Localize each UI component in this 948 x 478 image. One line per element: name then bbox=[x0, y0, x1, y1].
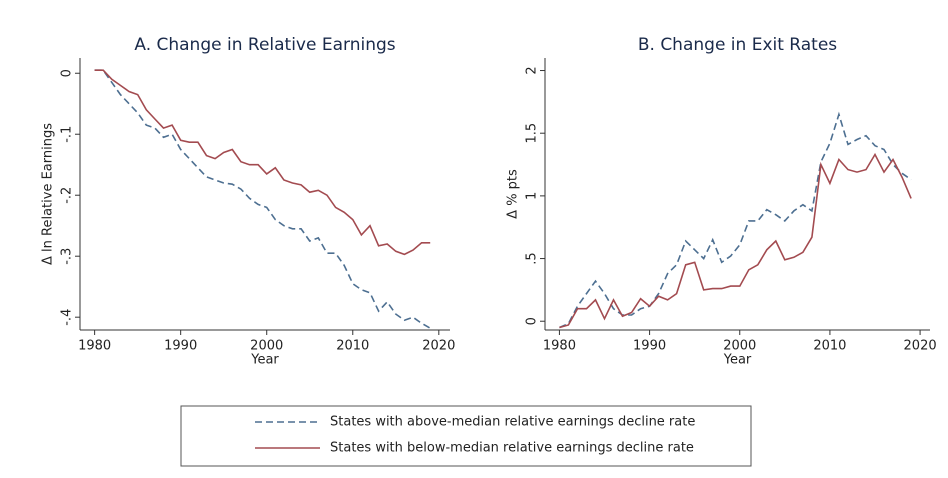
x-tick-label: 2020 bbox=[422, 339, 455, 354]
legend-label: States with below-median relative earnin… bbox=[330, 441, 694, 456]
x-tick-label: 2020 bbox=[904, 339, 937, 354]
x-tick-label: 1990 bbox=[164, 339, 197, 354]
chart-title: A. Change in Relative Earnings bbox=[134, 35, 395, 55]
y-tick-label: 1 bbox=[525, 192, 540, 200]
y-tick-label: 2 bbox=[525, 66, 540, 74]
x-axis-label: Year bbox=[723, 353, 752, 368]
y-tick-label: 0 bbox=[525, 317, 540, 325]
y-tick-label: .5 bbox=[525, 252, 540, 264]
x-tick-label: 1990 bbox=[633, 339, 666, 354]
legend-box bbox=[180, 405, 752, 467]
x-tick-label: 2000 bbox=[250, 339, 283, 354]
series-line bbox=[559, 152, 912, 329]
y-tick-label: -.3 bbox=[60, 248, 75, 265]
series-line bbox=[94, 69, 431, 329]
x-tick-label: 1980 bbox=[78, 339, 111, 354]
chart-title: B. Change in Exit Rates bbox=[638, 35, 837, 55]
y-tick-label: 0 bbox=[60, 69, 75, 77]
x-axis-label: Year bbox=[250, 353, 279, 368]
x-tick-label: 1980 bbox=[543, 339, 576, 354]
series-line bbox=[94, 69, 431, 256]
y-axis-label: Δ ln Relative Earnings bbox=[41, 123, 56, 265]
legend-label: States with above-median relative earnin… bbox=[330, 415, 695, 430]
x-tick-label: 2010 bbox=[813, 339, 846, 354]
y-tick-label: 1.5 bbox=[525, 123, 540, 144]
y-tick-label: -.2 bbox=[60, 187, 75, 204]
x-tick-label: 2000 bbox=[723, 339, 756, 354]
series-line bbox=[559, 111, 912, 329]
x-tick-label: 2010 bbox=[336, 339, 369, 354]
y-axis-label: Δ % pts bbox=[506, 169, 521, 219]
y-tick-label: -.1 bbox=[60, 126, 75, 143]
y-tick-label: -.4 bbox=[60, 309, 75, 326]
